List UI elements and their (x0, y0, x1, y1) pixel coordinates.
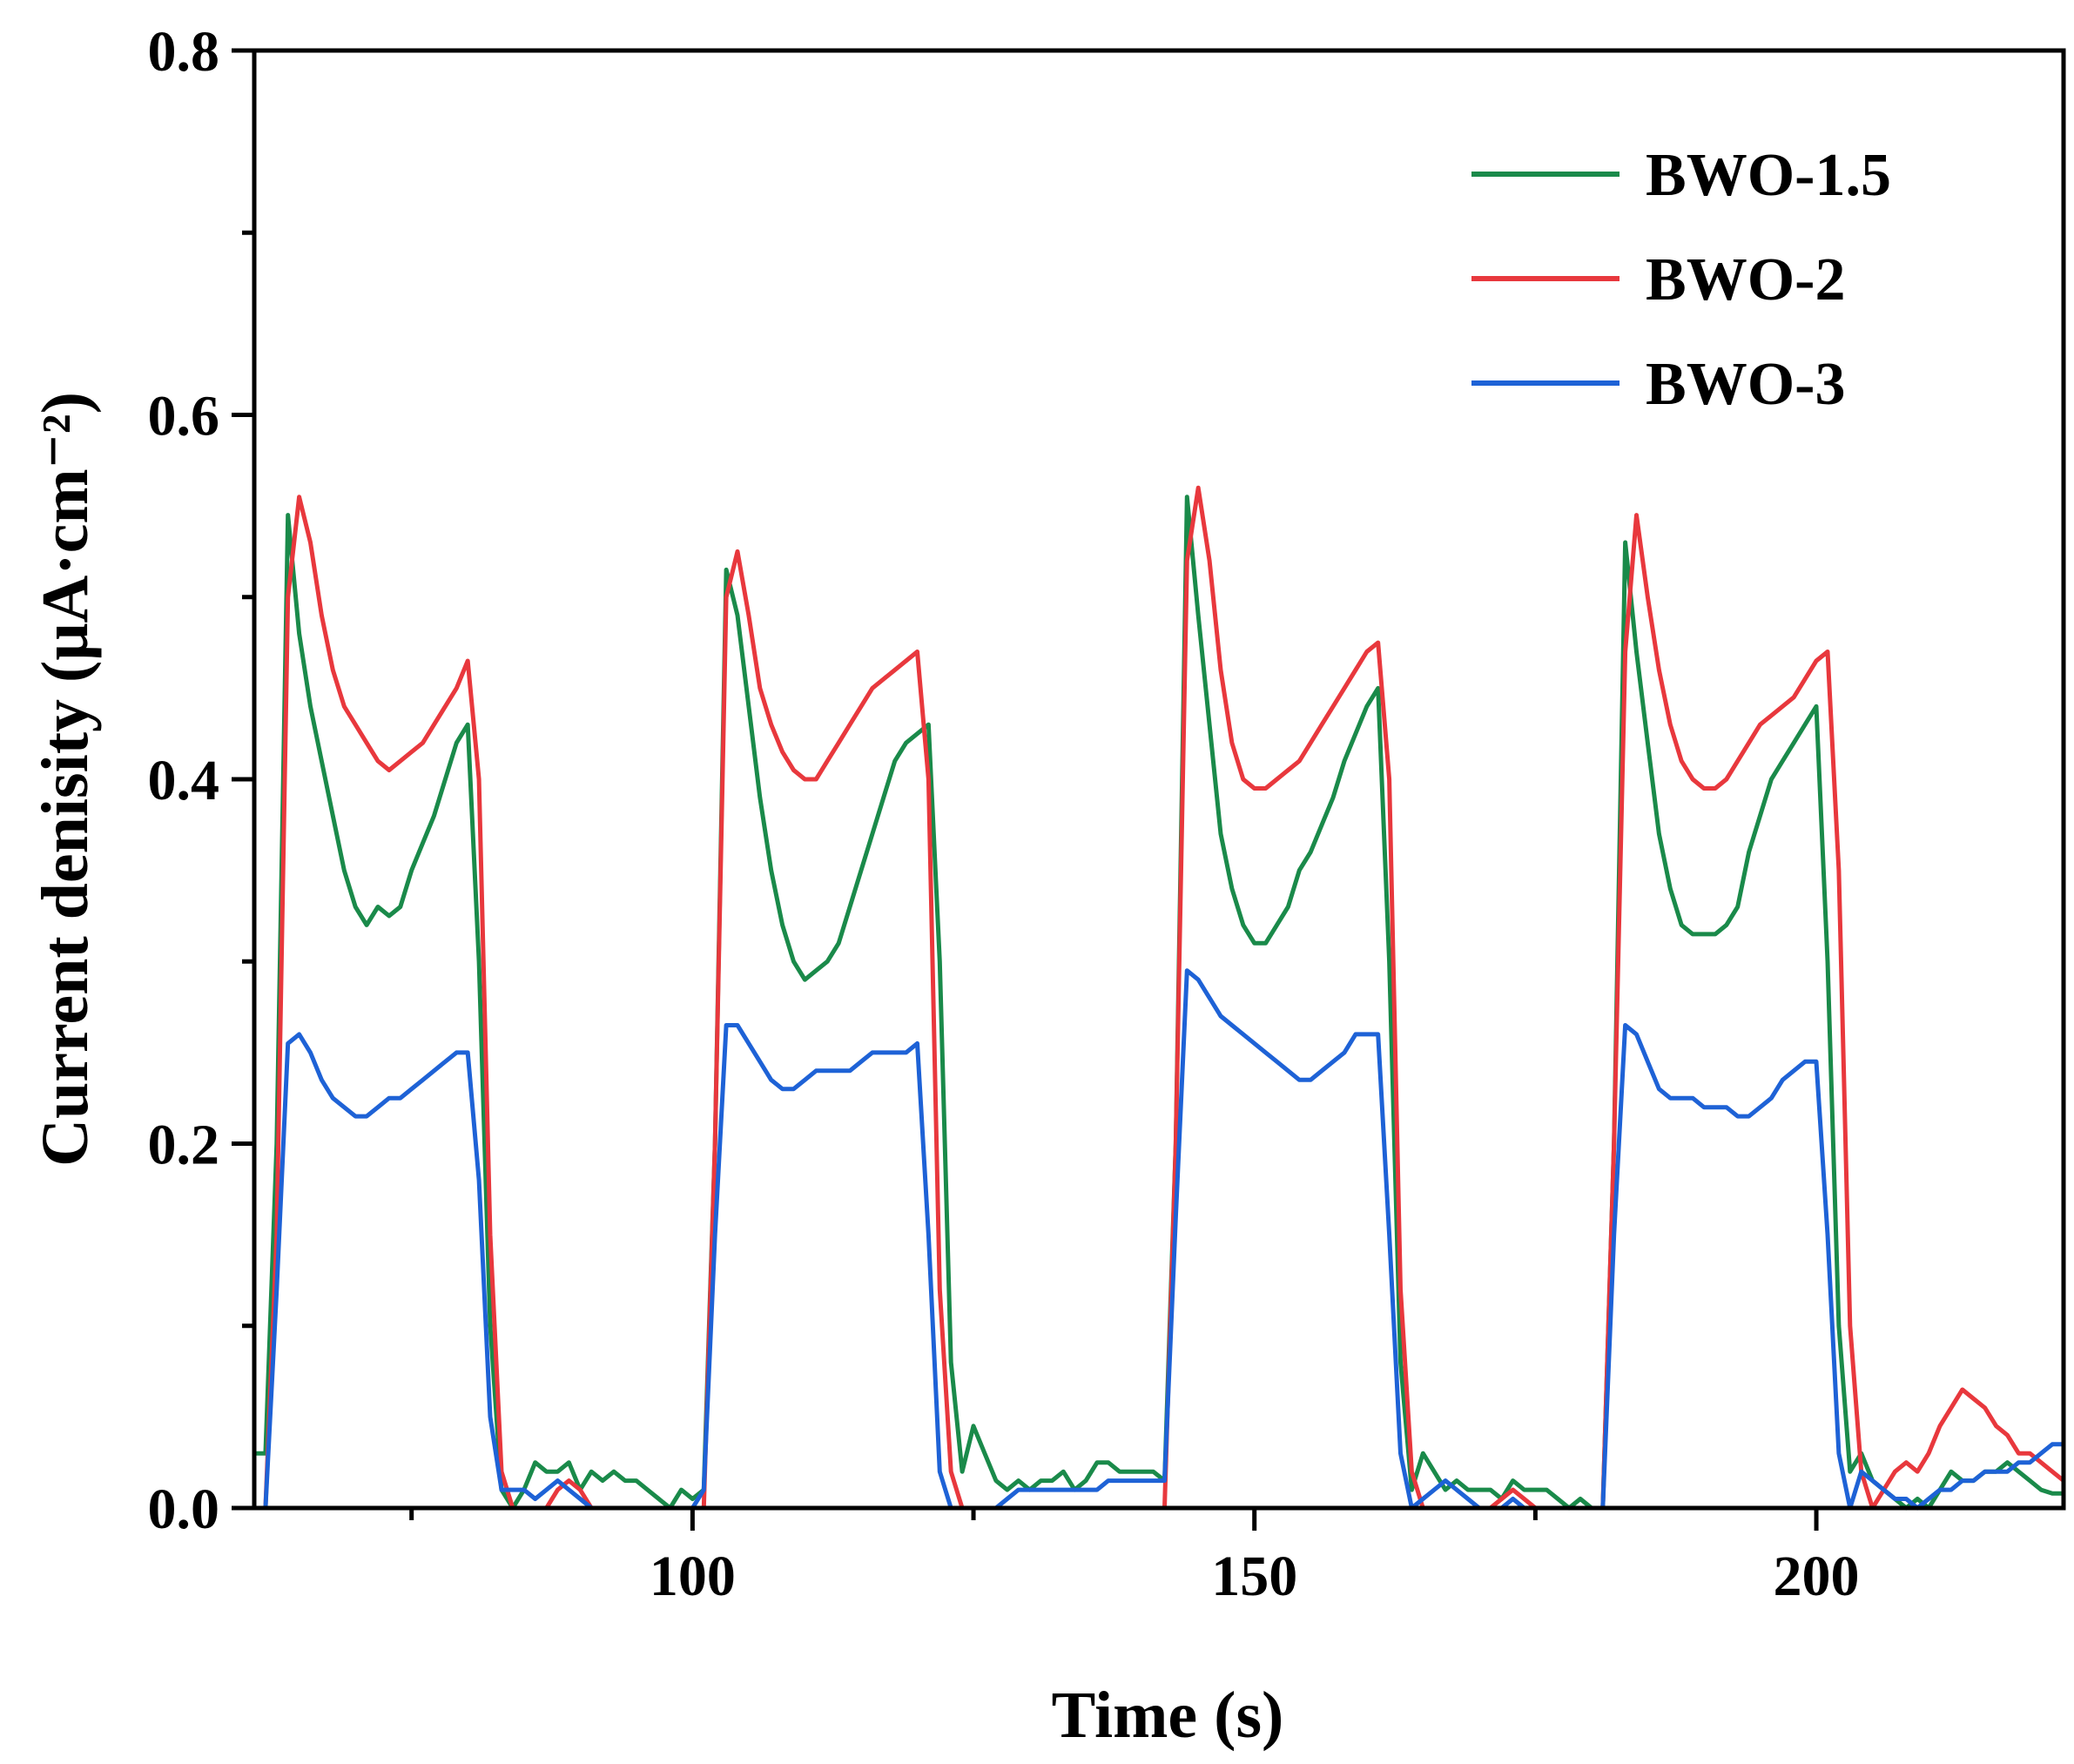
y-tick-label: 0.8 (148, 20, 220, 84)
legend-label-bwo-3: BWO-3 (1646, 351, 1845, 418)
y-tick-label: 0.0 (148, 1478, 220, 1541)
series-layer (252, 485, 2066, 1511)
x-tick-label: 150 (1211, 1545, 1297, 1608)
x-tick-label: 200 (1774, 1545, 1860, 1608)
x-axis-title: Time (s) (1052, 1679, 1284, 1752)
y-tick-label: 0.4 (148, 749, 220, 812)
x-tick-label: 100 (650, 1545, 736, 1608)
series-line-bwo-2 (252, 485, 2066, 1511)
tick-labels: 0.0 0.2 0.4 0.6 0.8 100 150 200 (148, 20, 1860, 1608)
y-tick-label: 0.6 (148, 385, 220, 448)
series-line-bwo-3 (252, 968, 2066, 1511)
legend: BWO-1.5 BWO-2 BWO-3 (1471, 142, 1891, 418)
y-tick-label: 0.2 (148, 1114, 220, 1177)
legend-label-bwo-2: BWO-2 (1646, 246, 1845, 313)
legend-label-bwo-1-5: BWO-1.5 (1646, 142, 1891, 209)
series-line-bwo-1-5 (252, 495, 2066, 1511)
y-axis-title: Current denisity (μA·cm⁻²) (29, 392, 102, 1167)
axis-ticks (232, 48, 1819, 1531)
